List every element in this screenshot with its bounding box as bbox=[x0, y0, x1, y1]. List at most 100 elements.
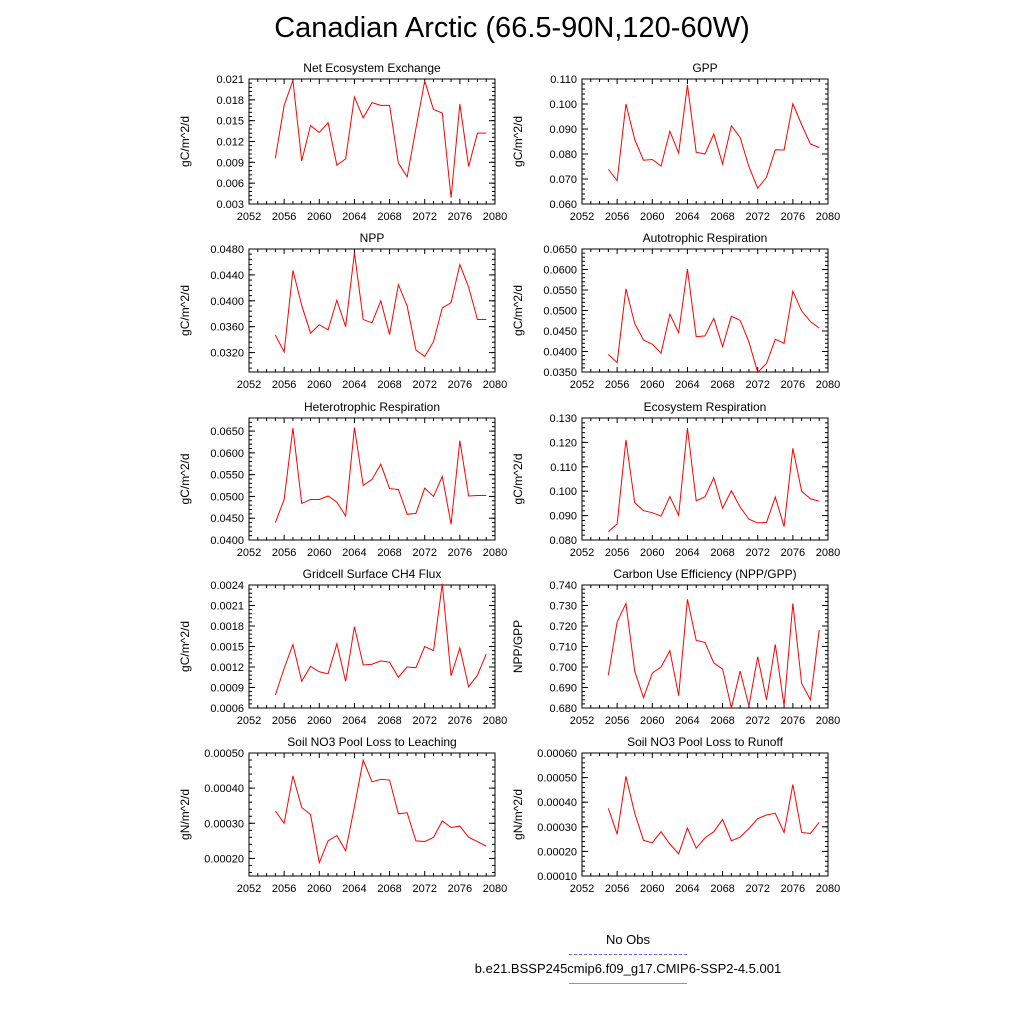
series-line bbox=[608, 427, 820, 533]
y-tick-label: 0.0450 bbox=[210, 513, 244, 525]
y-tick-label: 0.0006 bbox=[210, 703, 244, 715]
series-line bbox=[274, 427, 487, 525]
x-tick-label: 2056 bbox=[272, 715, 296, 727]
x-tick-label: 2060 bbox=[307, 547, 331, 559]
x-tick-label: 2076 bbox=[448, 211, 472, 223]
y-tick-label: 0.0650 bbox=[210, 426, 244, 438]
y-tick-label: 0.0400 bbox=[543, 347, 577, 359]
chart-title: Net Ecosystem Exchange bbox=[303, 61, 441, 75]
y-tick-label: 0.0600 bbox=[543, 265, 577, 277]
x-tick-label: 2080 bbox=[816, 715, 840, 727]
y-tick-label: 0.006 bbox=[216, 178, 244, 190]
chart-title: GPP bbox=[692, 61, 717, 75]
x-tick-label: 2052 bbox=[570, 379, 594, 391]
x-tick-label: 2072 bbox=[412, 715, 436, 727]
x-tick-label: 2056 bbox=[605, 379, 629, 391]
legend-label-model: b.e21.BSSP245cmip6.f09_g17.CMIP6-SSP2-4.… bbox=[474, 961, 782, 976]
y-axis-label: gC/m^2/d bbox=[178, 454, 192, 505]
y-tick-label: 0.680 bbox=[549, 703, 577, 715]
y-tick-label: 0.0350 bbox=[543, 367, 577, 379]
chart-title: Ecosystem Respiration bbox=[644, 400, 767, 414]
y-tick-label: 0.0024 bbox=[210, 580, 244, 592]
y-tick-label: 0.003 bbox=[216, 199, 244, 211]
y-axis-label: gC/m^2/d bbox=[178, 116, 192, 167]
y-tick-label: 0.710 bbox=[549, 642, 577, 654]
x-tick-label: 2064 bbox=[342, 547, 366, 559]
y-tick-label: 0.120 bbox=[549, 437, 577, 449]
y-axis-label: gC/m^2/d bbox=[511, 285, 525, 336]
x-tick-label: 2072 bbox=[745, 547, 769, 559]
x-tick-label: 2052 bbox=[570, 211, 594, 223]
y-tick-label: 0.080 bbox=[549, 535, 577, 547]
x-tick-label: 2060 bbox=[640, 547, 664, 559]
plot-frame bbox=[581, 417, 829, 541]
y-tick-label: 0.0018 bbox=[210, 621, 244, 633]
legend-label-obs: No Obs bbox=[605, 932, 651, 947]
chart-panel-9: 2052 2056 2060 2064 2068 2072 2076 2080 0.00020 0… bbox=[178, 735, 507, 895]
y-tick-label: 0.00020 bbox=[537, 846, 577, 858]
x-tick-label: 2072 bbox=[745, 379, 769, 391]
x-tick-label: 2064 bbox=[675, 379, 699, 391]
y-tick-label: 0.720 bbox=[549, 621, 577, 633]
y-axis-label: gC/m^2/d bbox=[511, 116, 525, 167]
y-tick-label: 0.00030 bbox=[204, 818, 244, 830]
y-tick-label: 0.0360 bbox=[210, 322, 244, 334]
y-tick-label: 0.021 bbox=[216, 74, 244, 86]
chart-panel-4: 2052 2056 2060 2064 2068 2072 2076 2080 0.0350 0.… bbox=[511, 231, 840, 391]
y-tick-label: 0.110 bbox=[550, 462, 577, 474]
y-tick-label: 0.0015 bbox=[210, 642, 244, 654]
y-tick-label: 0.0550 bbox=[543, 285, 577, 297]
plot-frame bbox=[581, 248, 829, 373]
x-tick-label: 2076 bbox=[781, 883, 805, 895]
x-tick-label: 2060 bbox=[307, 715, 331, 727]
x-tick-label: 2056 bbox=[272, 547, 296, 559]
x-tick-label: 2072 bbox=[412, 547, 436, 559]
y-tick-label: 0.130 bbox=[549, 413, 577, 425]
x-tick-label: 2052 bbox=[237, 211, 261, 223]
x-tick-label: 2052 bbox=[570, 547, 594, 559]
x-tick-label: 2080 bbox=[483, 715, 507, 727]
y-tick-label: 0.0500 bbox=[210, 491, 244, 503]
x-tick-label: 2060 bbox=[640, 211, 664, 223]
legend-line-obs bbox=[569, 954, 687, 955]
y-tick-label: 0.015 bbox=[216, 116, 244, 128]
x-tick-label: 2052 bbox=[237, 379, 261, 391]
x-tick-label: 2064 bbox=[342, 883, 366, 895]
series-line bbox=[608, 269, 820, 374]
chart-panel-3: 2052 2056 2060 2064 2068 2072 2076 2080 0.0320 0.… bbox=[178, 231, 507, 391]
y-tick-label: 0.00020 bbox=[204, 853, 244, 865]
y-axis-label: gC/m^2/d bbox=[178, 621, 192, 672]
plot-frame bbox=[248, 78, 496, 205]
x-tick-label: 2068 bbox=[710, 547, 734, 559]
y-tick-label: 0.110 bbox=[550, 74, 577, 86]
x-tick-label: 2076 bbox=[781, 547, 805, 559]
y-tick-label: 0.018 bbox=[216, 95, 244, 107]
y-tick-label: 0.100 bbox=[549, 486, 577, 498]
x-tick-label: 2056 bbox=[272, 211, 296, 223]
y-tick-label: 0.0450 bbox=[543, 326, 577, 338]
y-tick-label: 0.0550 bbox=[210, 470, 244, 482]
x-tick-label: 2064 bbox=[342, 715, 366, 727]
y-axis-label: gC/m^2/d bbox=[178, 285, 192, 336]
legend-line-model bbox=[569, 983, 687, 984]
x-tick-label: 2064 bbox=[675, 715, 699, 727]
x-tick-label: 2060 bbox=[307, 883, 331, 895]
x-tick-label: 2056 bbox=[605, 715, 629, 727]
x-tick-label: 2056 bbox=[272, 379, 296, 391]
y-tick-label: 0.0400 bbox=[210, 535, 244, 547]
x-tick-label: 2056 bbox=[605, 883, 629, 895]
x-tick-label: 2080 bbox=[816, 211, 840, 223]
chart-title: NPP bbox=[360, 231, 385, 245]
x-tick-label: 2076 bbox=[781, 379, 805, 391]
chart-title: Carbon Use Efficiency (NPP/GPP) bbox=[613, 567, 796, 581]
y-tick-label: 0.00030 bbox=[537, 822, 577, 834]
y-tick-label: 0.012 bbox=[216, 137, 244, 149]
y-axis-label: gN/m^2/d bbox=[511, 789, 525, 840]
x-tick-label: 2080 bbox=[483, 547, 507, 559]
x-tick-label: 2056 bbox=[272, 883, 296, 895]
chart-title: Soil NO3 Pool Loss to Leaching bbox=[287, 735, 456, 749]
x-tick-label: 2072 bbox=[412, 379, 436, 391]
x-tick-label: 2068 bbox=[710, 211, 734, 223]
series-line bbox=[607, 776, 820, 855]
y-tick-label: 0.0009 bbox=[210, 683, 244, 695]
